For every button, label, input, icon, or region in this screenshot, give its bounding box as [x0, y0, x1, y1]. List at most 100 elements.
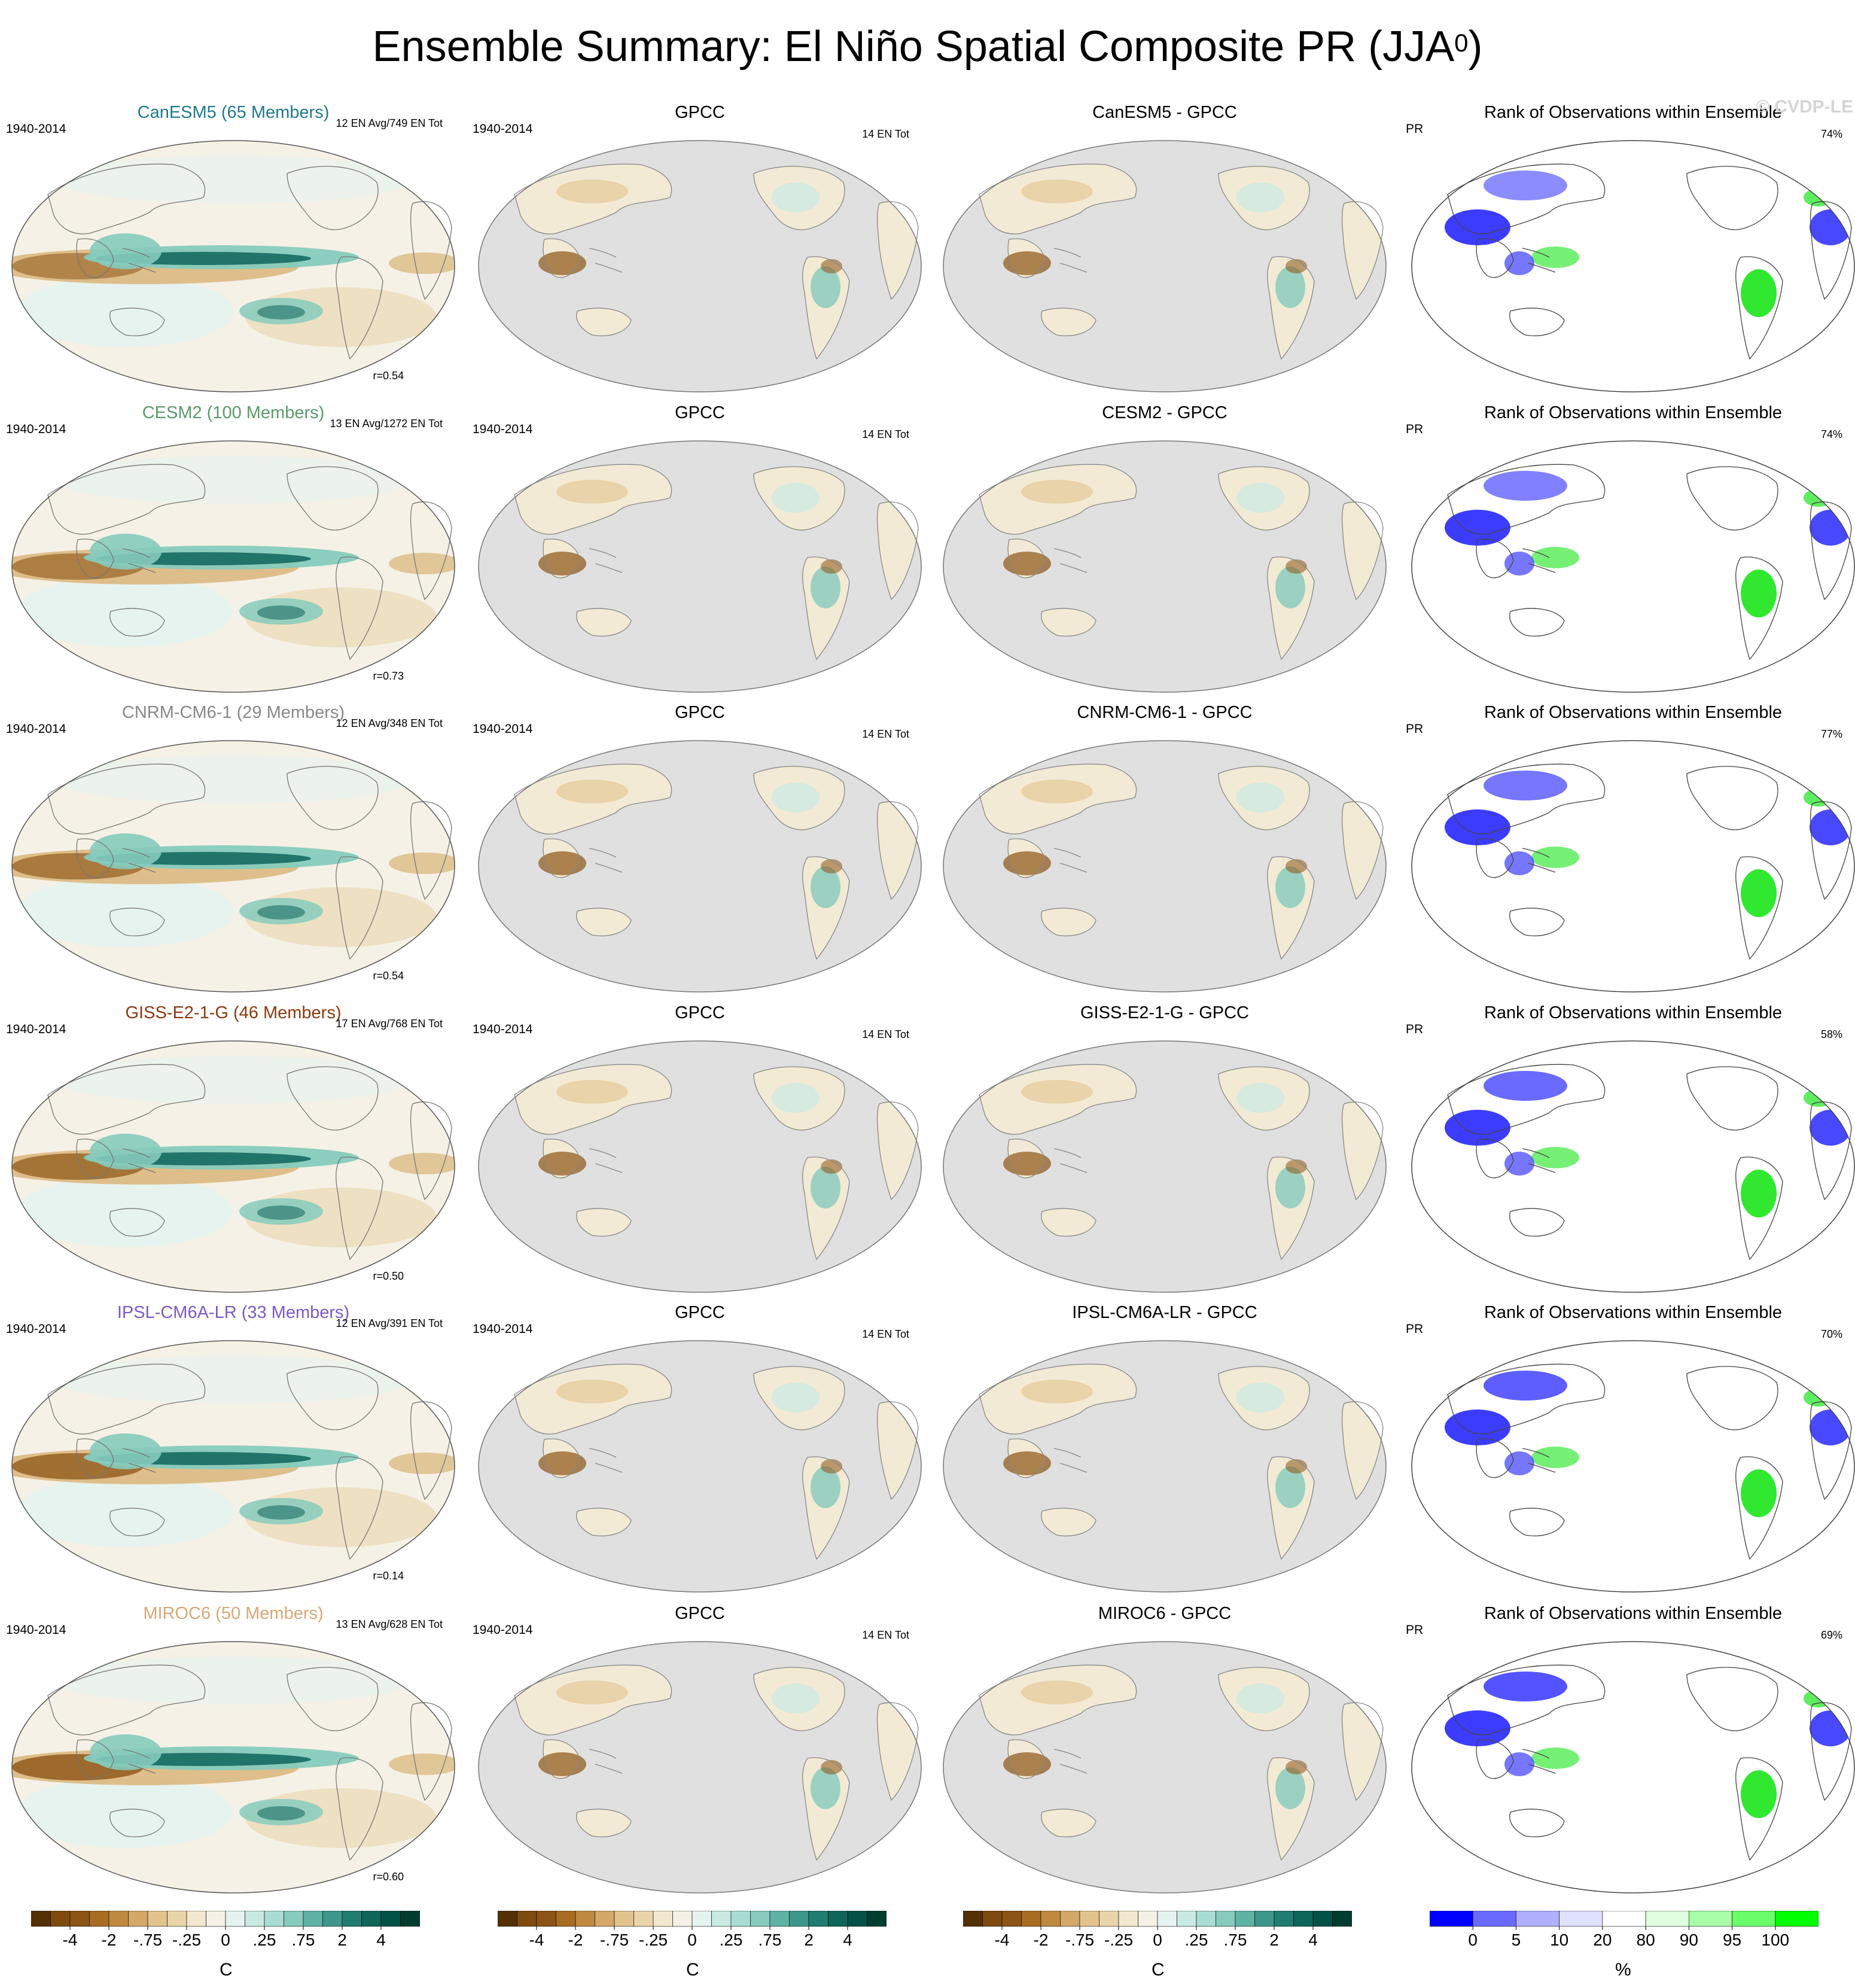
- continent-outline: [979, 763, 1137, 835]
- anomaly-pattern: [1741, 1469, 1777, 1517]
- colorbar-swatch: [245, 1911, 265, 1927]
- continent-outline: [47, 1363, 206, 1435]
- colorbar-label: -.25: [172, 1931, 201, 1949]
- diff-panel: GISS-E2-1-G - GPCC: [937, 1002, 1392, 1301]
- rank-map: [1411, 740, 1855, 993]
- map-globe: [1412, 141, 1854, 392]
- diff-panel: CanESM5 - GPCC: [937, 102, 1392, 401]
- anomaly-pattern: [18, 576, 233, 647]
- anomaly-pattern: [257, 605, 305, 620]
- continent-outline: [1810, 501, 1852, 601]
- continent-outline: [1041, 308, 1096, 336]
- continent-outline: [1476, 1739, 1514, 1779]
- continent-outline: [1476, 1438, 1514, 1478]
- continent-outline: [514, 763, 672, 835]
- map-border: [478, 1040, 922, 1293]
- colorbar-swatch: [1254, 1911, 1275, 1927]
- en-count-label: 13 EN Avg/1272 EN Tot: [330, 418, 443, 430]
- land-field: [877, 201, 918, 299]
- continent-outline: [1041, 1508, 1096, 1536]
- continent-outline: [1447, 1363, 1606, 1435]
- obs-title: GPCC: [675, 1303, 725, 1322]
- map-globe: [1412, 1341, 1854, 1592]
- continent-outline: [47, 1064, 206, 1135]
- anomaly-pattern: [1445, 209, 1510, 245]
- continent-outline: [1735, 1156, 1783, 1261]
- continent-outline: [76, 838, 114, 878]
- continent-outline: [1686, 1667, 1778, 1731]
- map-border: [11, 1641, 455, 1893]
- map-border: [943, 1340, 1387, 1593]
- en-count-label: 17 EN Avg/768 EN Tot: [336, 1018, 443, 1030]
- anomaly-pattern: [556, 1680, 628, 1704]
- diff-map: [943, 1040, 1387, 1293]
- continent-outline: [979, 1363, 1137, 1435]
- continent-outline: [1041, 1208, 1096, 1237]
- colorbar-swatch: [1040, 1911, 1061, 1927]
- rank-map: [1411, 140, 1855, 392]
- colorbar-swatch: [1312, 1911, 1333, 1927]
- land-field: [576, 908, 631, 936]
- colorbar-swatch: [633, 1911, 654, 1927]
- rank-title: Rank of Observations within Ensemble: [1484, 1303, 1783, 1322]
- continent-outline: [109, 1809, 165, 1837]
- diff-panel: CNRM-CM6-1 - GPCC: [937, 702, 1392, 1001]
- continent-outline: [1810, 801, 1852, 900]
- continent-outline: [1218, 166, 1310, 230]
- variable-label: PR: [1406, 422, 1424, 436]
- variable-label: PR: [1406, 1322, 1424, 1336]
- continent-outline: [410, 1101, 452, 1201]
- colorbar-swatch: [847, 1911, 867, 1927]
- continent-outline: [576, 308, 632, 336]
- continent-outline: [589, 1448, 623, 1473]
- map-border: [11, 740, 455, 993]
- continent-outline: [877, 801, 919, 900]
- continent-outline: [1267, 856, 1315, 960]
- colorbar-swatch: [1274, 1911, 1294, 1927]
- model-panel: IPSL-CM6A-LR (33 Members) 1940-2014 12 EN …: [6, 1302, 461, 1601]
- obs-map: [478, 1340, 922, 1593]
- continent-outline: [1522, 548, 1556, 573]
- anomaly-pattern: [1810, 1710, 1851, 1746]
- land-field: [877, 1401, 918, 1499]
- colorbar-swatch: [1157, 1911, 1177, 1927]
- colorbar-label: -2: [568, 1931, 583, 1949]
- anomaly-pattern: [54, 456, 413, 504]
- colorbar-label: .25: [1185, 1931, 1208, 1949]
- anomaly-pattern: [556, 1080, 628, 1104]
- period-label: 1940-2014: [473, 1022, 533, 1036]
- model-title: CanESM5 (65 Members): [137, 103, 330, 122]
- colorbar-swatch: [69, 1911, 90, 1927]
- continent-outline: [1342, 1401, 1384, 1500]
- map-border: [478, 1340, 922, 1593]
- colorbar-swatch: [808, 1911, 828, 1927]
- anomaly-pattern: [1531, 1147, 1579, 1168]
- anomaly-pattern: [556, 780, 628, 803]
- continent-outline: [47, 1664, 206, 1736]
- anomaly-pattern: [1810, 1110, 1851, 1146]
- continent-outline: [1810, 201, 1852, 300]
- continent-outline: [589, 1148, 623, 1173]
- colorbar-unit-diff: C: [1152, 1960, 1165, 1980]
- colorbar-swatch: [672, 1911, 693, 1927]
- obs-title: GPCC: [675, 1604, 725, 1623]
- continent-outline: [589, 1749, 623, 1774]
- anomaly-pattern: [1236, 783, 1284, 812]
- continent-outline: [1053, 548, 1088, 573]
- colorbar-swatch: [1775, 1911, 1819, 1927]
- continent-outline: [1007, 1739, 1046, 1779]
- colorbar-swatch: [1079, 1911, 1099, 1927]
- anomaly-pattern: [1236, 483, 1284, 513]
- diff-title: CNRM-CM6-1 - GPCC: [1077, 703, 1253, 722]
- obs-panel: GPCC 1940-2014 14 EN Tot: [473, 1302, 927, 1601]
- anomaly-pattern: [772, 783, 820, 812]
- continent-outline: [877, 1101, 919, 1201]
- anomaly-pattern: [18, 275, 233, 347]
- colorbar-label: -2: [102, 1931, 117, 1949]
- continent-outline: [287, 1366, 379, 1430]
- anomaly-pattern: [1236, 1083, 1284, 1113]
- anomaly-pattern: [389, 1753, 455, 1775]
- land-field: [576, 1208, 631, 1237]
- anomaly-pattern: [1286, 859, 1307, 873]
- land-field: [1041, 1508, 1096, 1536]
